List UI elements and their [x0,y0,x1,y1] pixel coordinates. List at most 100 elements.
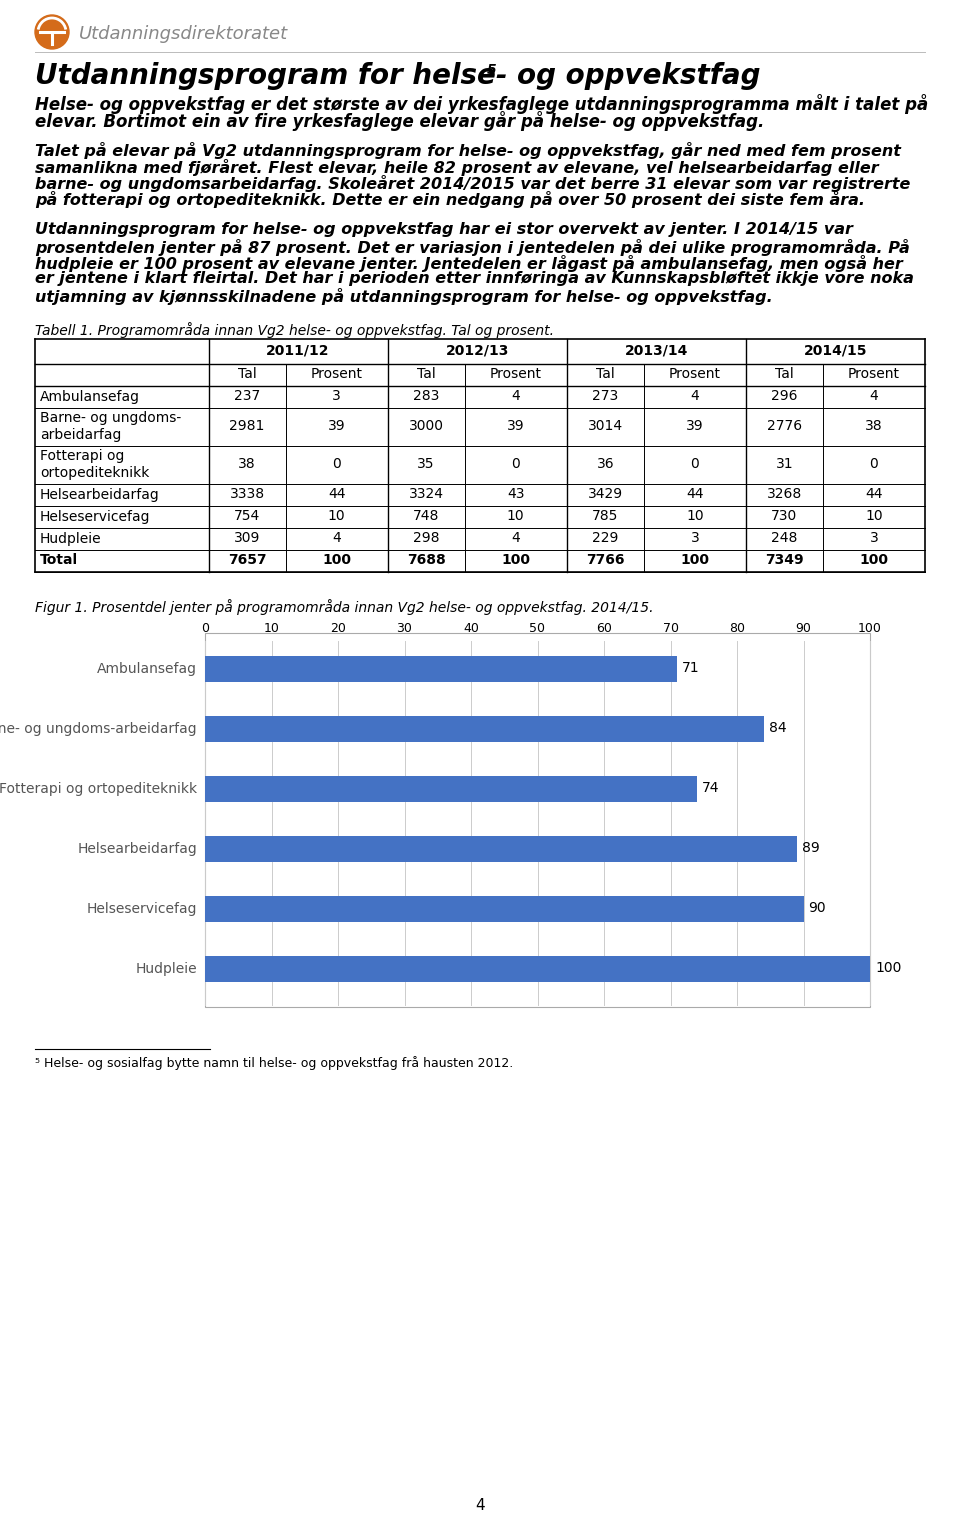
Text: Talet på elevar på Vg2 utdanningsprogram for helse- og oppvekstfag, går ned med : Talet på elevar på Vg2 utdanningsprogram… [35,142,900,159]
Text: 38: 38 [238,458,256,472]
Text: 3: 3 [690,531,699,545]
Text: 10: 10 [686,510,704,524]
Text: 3268: 3268 [767,487,802,501]
Text: prosentdelen jenter på 87 prosent. Det er variasjon i jentedelen på dei ulike pr: prosentdelen jenter på 87 prosent. Det e… [35,238,910,255]
Text: Utdanningsprogram for helse- og oppvekstfag: Utdanningsprogram for helse- og oppvekst… [35,63,760,90]
Text: 296: 296 [771,389,798,403]
Text: 80: 80 [729,623,745,635]
Text: 3: 3 [332,389,341,403]
Text: 7349: 7349 [765,553,804,568]
Text: Utdanningsdirektoratet: Utdanningsdirektoratet [79,24,288,43]
Text: 4: 4 [690,389,699,403]
Text: utjamning av kjønnsskilnadene på utdanningsprogram for helse- og oppvekstfag.: utjamning av kjønnsskilnadene på utdanni… [35,289,773,305]
Text: 4: 4 [332,531,341,545]
Text: 44: 44 [328,487,346,501]
Text: arbeidarfag: arbeidarfag [40,428,121,441]
Text: ⁵ Helse- og sosialfag bytte namn til helse- og oppvekstfag frå hausten 2012.: ⁵ Helse- og sosialfag bytte namn til hel… [35,1057,514,1070]
Text: 3: 3 [870,531,878,545]
Bar [205,632,870,1006]
Text: 0: 0 [870,458,878,472]
Text: hudpleie er 100 prosent av elevane jenter. Jentedelen er lågast på ambulansefag,: hudpleie er 100 prosent av elevane jente… [35,255,902,272]
Text: 100: 100 [858,623,882,635]
Bar [205,956,870,982]
Text: 74: 74 [702,782,720,796]
Text: Prosent: Prosent [490,368,541,382]
Text: Helseservicefag: Helseservicefag [40,510,151,524]
Bar [205,716,763,742]
Text: Helse- og oppvekstfag er det største av dei yrkesfaglege utdanningsprogramma mål: Helse- og oppvekstfag er det største av … [35,95,928,115]
Text: 100: 100 [681,553,709,568]
Text: 44: 44 [865,487,882,501]
Text: 90: 90 [796,623,811,635]
Text: 20: 20 [330,623,346,635]
Text: Ambulansefag: Ambulansefag [97,661,197,675]
Text: Tal: Tal [596,368,614,382]
Text: 3338: 3338 [229,487,265,501]
Text: 2011/12: 2011/12 [266,344,330,357]
Text: 2981: 2981 [229,420,265,434]
Text: 754: 754 [234,510,260,524]
Text: 2012/13: 2012/13 [445,344,509,357]
Text: 30: 30 [396,623,413,635]
Text: Tal: Tal [775,368,794,382]
Text: 248: 248 [771,531,798,545]
Text: 730: 730 [771,510,798,524]
Text: 39: 39 [507,420,524,434]
Text: 2014/15: 2014/15 [804,344,867,357]
Text: Utdanningsprogram for helse- og oppvekstfag har ei stor overvekt av jenter. I 20: Utdanningsprogram for helse- og oppvekst… [35,221,852,237]
Text: er jentene i klart fleirtal. Det har i perioden etter innføringa av Kunnskapsblø: er jentene i klart fleirtal. Det har i p… [35,272,914,287]
Text: 4: 4 [475,1498,485,1513]
Text: 10: 10 [327,510,346,524]
Text: Barne- og ungdoms-arbeidarfag: Barne- og ungdoms-arbeidarfag [0,721,197,736]
Text: 4: 4 [512,531,520,545]
Text: 35: 35 [418,458,435,472]
Text: 7688: 7688 [407,553,445,568]
Text: Helseservicefag: Helseservicefag [86,901,197,916]
Text: 785: 785 [592,510,618,524]
Circle shape [35,15,69,49]
Text: 3324: 3324 [409,487,444,501]
Text: 39: 39 [327,420,346,434]
Text: 70: 70 [662,623,679,635]
Text: Helsearbeidarfag: Helsearbeidarfag [77,841,197,855]
Text: Figur 1. Prosentdel jenter på programområda innan Vg2 helse- og oppvekstfag. 201: Figur 1. Prosentdel jenter på programomr… [35,600,654,615]
Text: 0: 0 [512,458,520,472]
Text: 273: 273 [592,389,618,403]
Text: Ambulansefag: Ambulansefag [40,389,140,403]
Text: Hudpleie: Hudpleie [40,531,102,545]
Bar [205,776,697,802]
Text: 2776: 2776 [767,420,802,434]
Text: 100: 100 [875,962,901,976]
Text: 10: 10 [865,510,883,524]
Text: 7657: 7657 [228,553,266,568]
Text: 10: 10 [264,623,279,635]
Text: på fotterapi og ortopediteknikk. Dette er ein nedgang på over 50 prosent dei sis: på fotterapi og ortopediteknikk. Dette e… [35,191,865,209]
Text: samanlikna med fjøråret. Flest elevar, heile 82 prosent av elevane, vel helsearb: samanlikna med fjøråret. Flest elevar, h… [35,159,878,176]
Text: 298: 298 [413,531,440,545]
Text: 3000: 3000 [409,420,444,434]
Text: 38: 38 [865,420,883,434]
Text: 0: 0 [332,458,341,472]
Text: 89: 89 [802,841,820,855]
Text: 43: 43 [507,487,524,501]
Bar [205,835,797,861]
Text: 3429: 3429 [588,487,623,501]
Text: Tal: Tal [238,368,256,382]
Text: Helsearbeidarfag: Helsearbeidarfag [40,487,159,501]
Text: 0: 0 [201,623,209,635]
Text: Fotterapi og: Fotterapi og [40,449,125,463]
Bar [205,655,677,681]
Text: 4: 4 [870,389,878,403]
Text: 5: 5 [487,63,496,76]
Text: 71: 71 [683,661,700,675]
Text: Total: Total [40,553,78,568]
Bar [205,895,804,921]
Text: 10: 10 [507,510,524,524]
Text: 40: 40 [463,623,479,635]
Text: 44: 44 [686,487,704,501]
Text: 50: 50 [530,623,545,635]
Text: 237: 237 [234,389,260,403]
Text: elevar. Bortimot ein av fire yrkesfaglege elevar går på helse- og oppvekstfag.: elevar. Bortimot ein av fire yrkesfagleg… [35,111,764,131]
Text: 60: 60 [596,623,612,635]
Text: Fotterapi og ortopediteknikk: Fotterapi og ortopediteknikk [0,782,197,796]
